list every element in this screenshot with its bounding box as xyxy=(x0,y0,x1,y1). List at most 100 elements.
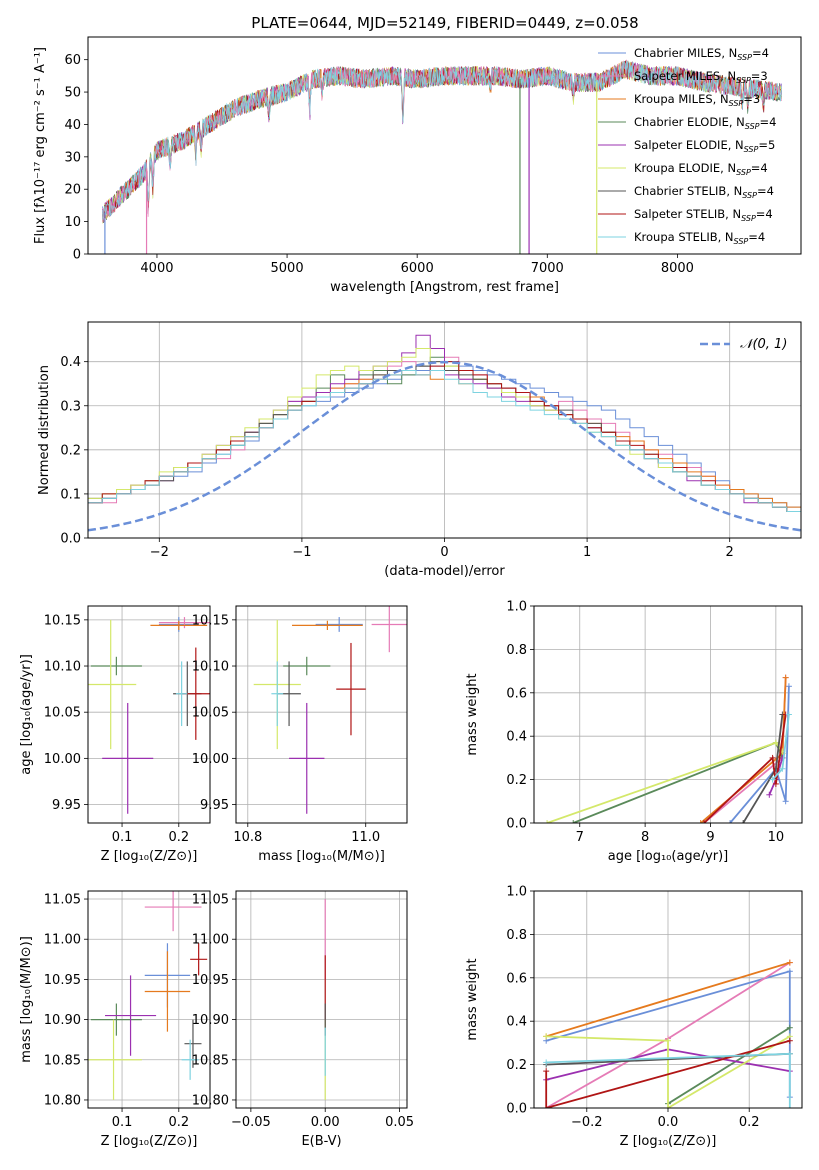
histogram-series xyxy=(88,369,801,513)
x-tick-label: 0.0 xyxy=(658,1115,679,1130)
y-tick-label: 0.4 xyxy=(506,1015,527,1030)
y-tick-label: 11.00 xyxy=(192,933,229,948)
y-tick-label: 1.0 xyxy=(506,600,527,615)
y-tick-label: 11.05 xyxy=(192,893,229,908)
axes-frame xyxy=(87,36,802,255)
y-tick-label: 0.3 xyxy=(60,399,81,414)
y-tick-label: 60 xyxy=(64,53,81,68)
x-tick-label: 0.1 xyxy=(112,830,133,845)
legend-entry: Kroupa ELODIE, NSSP=4 xyxy=(634,161,768,177)
axes-frame xyxy=(87,321,802,539)
axes-frame xyxy=(235,890,408,1109)
x-axis-label: wavelength [Angstrom, rest frame] xyxy=(330,280,559,295)
mass-weight-line xyxy=(667,1026,791,1105)
y-tick-label: 0.2 xyxy=(506,1058,527,1073)
y-tick-label: 10.90 xyxy=(44,1013,81,1028)
y-tick-label: 50 xyxy=(64,86,81,101)
legend-entry: 𝒩(0, 1) xyxy=(740,337,787,352)
y-tick-label: 10 xyxy=(64,215,81,230)
y-tick-label: 11.05 xyxy=(44,893,81,908)
y-tick-label: 10.00 xyxy=(44,752,81,767)
x-tick-label: 0.2 xyxy=(739,1115,760,1130)
legend-entry: Chabrier STELIB, NSSP=4 xyxy=(634,184,774,200)
histogram-series xyxy=(88,347,801,517)
legend-entry: Kroupa STELIB, NSSP=4 xyxy=(634,230,765,246)
x-tick-label: 11.0 xyxy=(351,830,380,845)
histogram-series xyxy=(88,356,801,517)
mass_vs_Z-panel: 0.1 0.2 10.80 10.85 10.90 10.95 11.00 11.05 Z [l… xyxy=(19,890,211,1149)
axes-frame xyxy=(87,605,211,824)
y-tick-label: 10.05 xyxy=(192,706,229,721)
y-tick-label: 10.10 xyxy=(192,660,229,675)
x-tick-label: 4000 xyxy=(140,261,173,276)
y-tick-label: 10.00 xyxy=(192,752,229,767)
y-tick-label: 10.15 xyxy=(192,613,229,628)
axes-frame xyxy=(533,890,803,1109)
y-axis-label: mass [log₁₀(M/M⊙)] xyxy=(19,936,34,1063)
x-tick-label: 0.00 xyxy=(311,1115,340,1130)
y-tick-label: 0.4 xyxy=(60,355,81,370)
y-tick-label: 10.95 xyxy=(192,973,229,988)
x-axis-label: Z [log₁₀(Z/Z⊙)] xyxy=(620,1134,717,1149)
legend-entry: Salpeter STELIB, NSSP=4 xyxy=(634,207,773,223)
x-tick-label: 10.8 xyxy=(233,830,262,845)
x-axis-label: (data-model)/error xyxy=(384,564,505,579)
legend-entry: Kroupa MILES, NSSP=3 xyxy=(634,92,760,108)
spectrum-line xyxy=(102,60,782,220)
y-tick-label: 0.4 xyxy=(506,730,527,745)
x-tick-label: −2 xyxy=(150,545,169,560)
plot-area xyxy=(88,334,801,532)
x-tick-label: 0.2 xyxy=(168,830,189,845)
y-tick-label: 11.00 xyxy=(44,933,81,948)
y-tick-label: 0.0 xyxy=(60,532,81,547)
y-tick-label: 30 xyxy=(64,150,81,165)
y-tick-label: 10.15 xyxy=(44,613,81,628)
y-tick-label: 0.0 xyxy=(506,817,527,832)
x-tick-label: 7000 xyxy=(531,261,564,276)
y-tick-label: 0.6 xyxy=(506,686,527,701)
y-tick-label: 10.05 xyxy=(44,706,81,721)
y-axis-label: Flux [fλ10⁻¹⁷ erg cm⁻² s⁻¹ A⁻¹] xyxy=(33,47,48,244)
y-axis-label: Normed distribution xyxy=(37,365,52,495)
mass-weight-line xyxy=(703,677,787,823)
x-axis-label: E(B-V) xyxy=(301,1134,341,1149)
y-tick-label: 10.85 xyxy=(44,1053,81,1068)
y-axis-label: age [log₁₀(age/yr)] xyxy=(19,654,34,775)
x-tick-label: −0.05 xyxy=(231,1115,271,1130)
plot-area xyxy=(253,606,407,814)
y-tick-label: 10.80 xyxy=(44,1093,81,1108)
y-tick-label: 10.80 xyxy=(192,1093,229,1108)
y-tick-label: 9.95 xyxy=(200,798,229,813)
legend-entry: Chabrier ELODIE, NSSP=4 xyxy=(634,115,776,131)
x-tick-label: 6000 xyxy=(401,261,434,276)
x-tick-label: 1 xyxy=(583,545,591,560)
x-tick-label: −0.2 xyxy=(571,1115,603,1130)
age_vs_mass-panel: 10.8 11.0 9.95 10.00 10.05 10.10 10.15 mass [lo… xyxy=(192,605,408,864)
y-tick-label: 10.85 xyxy=(192,1053,229,1068)
y-tick-label: 0.8 xyxy=(506,928,527,943)
histogram-series xyxy=(88,369,801,517)
age_vs_Z-panel: 0.1 0.2 9.95 10.00 10.05 10.10 10.15 Z [log₁₀(Z… xyxy=(19,605,211,864)
axes-frame xyxy=(87,890,211,1109)
legend-entry: Chabrier MILES, NSSP=4 xyxy=(634,46,769,62)
x-axis-label: age [log₁₀(age/yr)] xyxy=(608,849,729,864)
legend-entry: Salpeter MILES, NSSP=3 xyxy=(634,69,768,85)
y-tick-label: 0 xyxy=(73,248,81,263)
x-tick-label: 2 xyxy=(726,545,734,560)
y-tick-label: 40 xyxy=(64,118,81,133)
x-tick-label: 0.2 xyxy=(168,1115,189,1130)
mass_vs_EBV-panel: −0.05 0.00 0.05 10.80 10.85 10.90 10.95 11.00 11… xyxy=(192,890,414,1149)
y-tick-label: 0.2 xyxy=(60,443,81,458)
legend-entry: Salpeter ELODIE, NSSP=5 xyxy=(634,138,775,154)
x-tick-label: 8000 xyxy=(661,261,694,276)
normal-curve xyxy=(88,360,801,532)
x-tick-label: 9 xyxy=(706,830,714,845)
x-tick-label: 5000 xyxy=(271,261,304,276)
mass-weight-line xyxy=(545,1039,791,1108)
y-axis-label: mass weight xyxy=(465,958,480,1040)
axes-frame xyxy=(235,605,408,824)
x-tick-label: 8 xyxy=(641,830,649,845)
y-tick-label: 10.90 xyxy=(192,1013,229,1028)
x-tick-label: 0.1 xyxy=(112,1115,133,1130)
